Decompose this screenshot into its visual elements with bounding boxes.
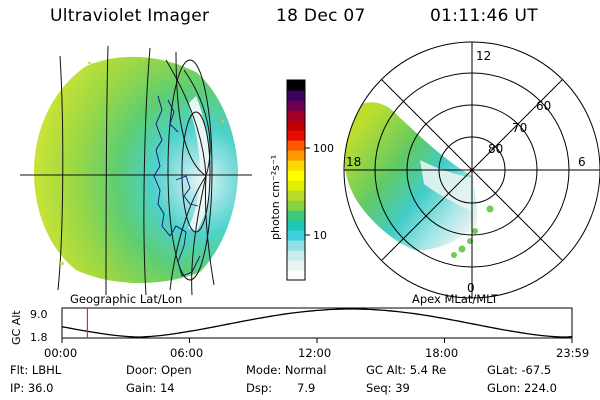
date-label: 18 Dec 07 (276, 6, 366, 26)
door-info: Door: Open (126, 363, 192, 377)
time-label: 01:11:46 UT (430, 6, 538, 26)
dsp-value: 7.9 (297, 381, 316, 395)
colorbar-cell (287, 150, 305, 161)
time-tick-1200: 12:00 (298, 346, 331, 360)
coastlines (153, 95, 201, 277)
gc-alt-info: GC Alt: 5.4 Re (366, 363, 447, 377)
colorbar-tick-100: 100 (313, 142, 334, 155)
auroral-emission-region (34, 56, 238, 284)
colorbar-cell (287, 120, 305, 131)
dsp-label: Dsp: (246, 381, 273, 395)
geographic-caption: Geographic Lat/Lon (70, 292, 182, 306)
time-tick-2359: 23:59 (556, 346, 589, 360)
mlat-label-70: 70 (512, 121, 527, 135)
mode-info: Mode: Normal (246, 363, 327, 377)
colorbar-tick-10: 10 (313, 229, 327, 242)
colorbar-cell (287, 250, 305, 261)
colorbar-cell (287, 240, 305, 251)
ip-info: IP: 36.0 (10, 381, 54, 395)
colorbar-cell (287, 230, 305, 241)
mlt-label-0: 0 (467, 281, 475, 295)
altitude-curve (61, 308, 573, 338)
altitude-axis-label: GC Alt (10, 310, 23, 345)
colorbar-unit-label: photon cm⁻²s⁻¹ (269, 155, 282, 240)
polar-emission-region (344, 102, 477, 251)
polar-spots (451, 205, 494, 258)
colorbar-cell (287, 200, 305, 211)
mlt-label-18: 18 (346, 155, 361, 169)
colorbar-cell (287, 270, 305, 281)
colorbar: 100 10 photon cm⁻²s⁻¹ (269, 79, 334, 281)
altitude-ymax: 9.0 (30, 308, 48, 321)
colorbar-cell (287, 100, 305, 111)
geo-grid (20, 45, 252, 295)
colorbar-cell (287, 90, 305, 101)
mlt-label-6: 6 (578, 155, 586, 169)
colorbar-cell (287, 220, 305, 231)
glat-info: GLat: -67.5 (487, 363, 552, 377)
filter-info: Flt: LBHL (10, 363, 62, 377)
colorbar-cell (287, 170, 305, 181)
mlat-label-60: 60 (536, 99, 551, 113)
geographic-image-panel (20, 45, 252, 295)
polar-caption: Apex MLat/MLT (412, 292, 499, 306)
seq-info: Seq: 39 (366, 381, 410, 395)
colorbar-cell (287, 260, 305, 271)
colorbar-cell (287, 160, 305, 171)
instrument-title: Ultraviolet Imager (50, 6, 210, 26)
colorbar-cell (287, 130, 305, 141)
gain-info: Gain: 14 (126, 381, 175, 395)
colorbar-cell (287, 180, 305, 191)
polar-image-panel: 12 18 6 0 60 70 80 (343, 41, 600, 299)
colorbar-cell (287, 190, 305, 201)
colorbar-cell (287, 140, 305, 151)
glon-info: GLon: 224.0 (487, 381, 557, 395)
colorbar-cell (287, 210, 305, 221)
time-tick-0000: 00:00 (44, 346, 77, 360)
time-tick-1800: 18:00 (425, 346, 458, 360)
colorbar-cell (287, 80, 305, 91)
time-tick-0600: 06:00 (170, 346, 203, 360)
polar-grid (343, 41, 600, 299)
mlat-label-80: 80 (488, 142, 503, 156)
altitude-ymin: 1.8 (30, 331, 48, 344)
colorbar-cell (287, 110, 305, 121)
altitude-plot: GC Alt 9.0 1.8 00:00 06:00 12:00 18:00 2… (10, 307, 589, 360)
mlt-label-12: 12 (476, 49, 491, 63)
